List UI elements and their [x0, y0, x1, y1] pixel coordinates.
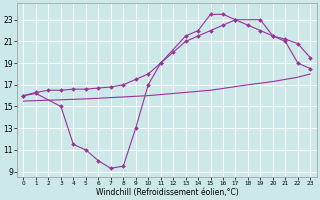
- X-axis label: Windchill (Refroidissement éolien,°C): Windchill (Refroidissement éolien,°C): [96, 188, 238, 197]
